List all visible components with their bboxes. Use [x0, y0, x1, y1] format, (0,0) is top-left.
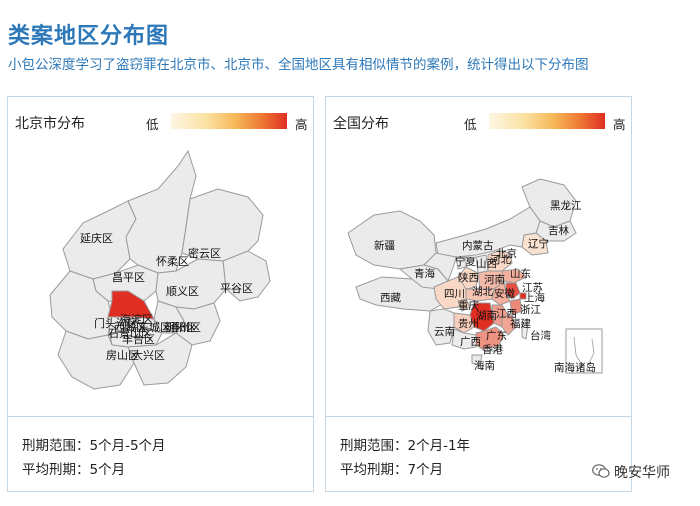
province-label-海南: 海南	[474, 359, 495, 372]
south-china-sea-islands	[573, 336, 595, 366]
label-chaoyang: 朝阳区	[164, 321, 197, 334]
province-label-云南: 云南	[434, 325, 455, 338]
beijing-panel: 北京市分布 低 高	[7, 96, 314, 492]
province-label-贵州: 贵州	[458, 317, 479, 330]
province-label-湖南: 湖南	[476, 309, 497, 322]
province-label-新疆: 新疆	[374, 239, 395, 252]
label-miyun: 密云区	[188, 246, 221, 260]
province-label-黑龙江: 黑龙江	[550, 199, 582, 212]
province-上海[interactable]	[519, 292, 527, 300]
china-panel-header: 全国分布 低 高	[326, 97, 631, 141]
page-subtitle: 小包公深度学习了盗窃罪在北京市、北京市、全国地区具有相似情节的案例，统计得出以下…	[8, 57, 589, 73]
label-mentougou: 门头沟区	[94, 316, 138, 330]
district-haidian[interactable]	[107, 290, 155, 320]
watermark: 晚安华师	[592, 462, 670, 483]
province-label-湖北: 湖北	[472, 286, 493, 298]
watermark-text: 晚安华师	[614, 465, 670, 481]
beijing-map: 延庆区 怀柔区 密云区 昌平区 顺义区 平谷区 海淀区 门头沟区 西城区 东城区…	[8, 141, 313, 416]
province-label-江苏: 江苏	[522, 281, 543, 294]
label-tongzhou: 通州区	[168, 321, 201, 334]
beijing-sentence-range: 刑期范围：5个月-5个月	[22, 438, 166, 454]
province-label-台湾: 台湾	[530, 329, 551, 342]
legend-low-label: 低	[464, 117, 477, 132]
legend-gradient-bar	[171, 113, 287, 129]
district-daxing[interactable]	[127, 332, 193, 386]
province-广西[interactable]	[451, 328, 477, 350]
province-label-河北: 河北	[490, 254, 511, 266]
province-label-浙江: 浙江	[520, 304, 541, 316]
province-label-西藏: 西藏	[380, 292, 401, 304]
legend-gradient-bar	[489, 113, 605, 129]
beijing-map-svg: 延庆区 怀柔区 密云区 昌平区 顺义区 平谷区 海淀区 门头沟区 西城区 东城区…	[49, 149, 271, 390]
label-yanqing: 延庆区	[80, 231, 113, 245]
beijing-panel-header: 北京市分布 低 高	[8, 97, 313, 141]
province-内蒙古[interactable]	[435, 206, 541, 258]
province-label-江西: 江西	[496, 308, 517, 320]
province-label-宁夏: 宁夏	[455, 255, 476, 268]
province-label-吉林: 吉林	[548, 224, 569, 237]
label-shunyi: 顺义区	[166, 285, 199, 298]
province-广东[interactable]	[475, 326, 505, 350]
china-panel-title: 全国分布	[333, 116, 389, 132]
label-fengtai: 丰台区	[122, 332, 155, 346]
china-average-sentence: 平均刑期：7个月	[340, 462, 444, 478]
label-pinggu: 平谷区	[220, 282, 253, 295]
province-海南[interactable]	[471, 354, 483, 366]
province-台湾[interactable]	[521, 322, 529, 340]
legend-high-label: 高	[295, 117, 308, 132]
province-浙江[interactable]	[509, 298, 523, 316]
province-label-重庆: 重庆	[458, 299, 479, 312]
district-pinggu[interactable]	[222, 250, 271, 302]
china-sentence-range: 刑期范围：2个月-1年	[340, 438, 471, 454]
province-福建[interactable]	[501, 314, 517, 336]
province-label-广东: 广东	[486, 329, 507, 342]
label-huairou: 怀柔区	[156, 255, 189, 268]
china-map: 黑龙江吉林 辽宁 内蒙古 北京 河北 山西 新疆青海 宁夏陕西 山东 河南江苏西藏 四川 湖北 安徽 上海…	[326, 141, 631, 416]
label-xicheng: 西城区	[114, 321, 147, 334]
label-dongcheng: 东城区	[138, 321, 171, 334]
province-陕西[interactable]	[457, 266, 479, 290]
province-label-安徽: 安徽	[494, 287, 515, 300]
page-title: 类案地区分布图	[8, 24, 170, 49]
province-云南[interactable]	[427, 308, 455, 346]
china-panel: 全国分布 低 高 黑龙江吉林 辽宁 内蒙古 北京 河北 山西 新疆青海 宁夏陕西 山东 河南江苏西…	[325, 96, 632, 492]
province-甘肃[interactable]	[423, 252, 457, 282]
province-label-辽宁: 辽宁	[528, 237, 549, 250]
province-label-北京: 北京	[496, 247, 517, 260]
china-panel-footer: 刑期范围：2个月-1年 平均刑期：7个月	[326, 416, 631, 491]
legend-low-label: 低	[146, 117, 159, 132]
label-changping: 昌平区	[112, 271, 145, 284]
province-label-青海: 青海	[414, 267, 435, 280]
province-label-山东: 山东	[510, 267, 531, 280]
wechat-icon	[592, 463, 610, 483]
province-香港[interactable]	[491, 346, 497, 352]
province-label-南海诸岛: 南海诸岛	[554, 361, 596, 374]
beijing-panel-footer: 刑期范围：5个月-5个月 平均刑期：5个月	[8, 416, 313, 491]
south-china-sea-inset	[565, 328, 603, 374]
legend-high-label: 高	[613, 117, 626, 132]
label-haidian: 海淀区	[120, 312, 153, 326]
province-label-河南: 河南	[484, 273, 505, 286]
province-label-香港: 香港	[482, 344, 503, 356]
province-label-山西: 山西	[476, 258, 497, 270]
province-label-内蒙古: 内蒙古	[462, 239, 494, 252]
province-label-广西: 广西	[460, 336, 481, 348]
province-重庆[interactable]	[457, 298, 471, 312]
district-tongzhou[interactable]	[175, 302, 221, 346]
beijing-average-sentence: 平均刑期：5个月	[22, 462, 126, 478]
label-shijingshan: 石景山区	[108, 327, 152, 340]
beijing-panel-title: 北京市分布	[15, 116, 85, 132]
province-label-上海: 上海	[524, 291, 545, 304]
label-fangshan: 房山区	[106, 349, 139, 362]
province-label-四川: 四川	[444, 288, 465, 300]
province-label-陕西: 陕西	[458, 271, 479, 284]
province-label-福建: 福建	[510, 317, 531, 330]
label-daxing: 大兴区	[132, 348, 165, 362]
